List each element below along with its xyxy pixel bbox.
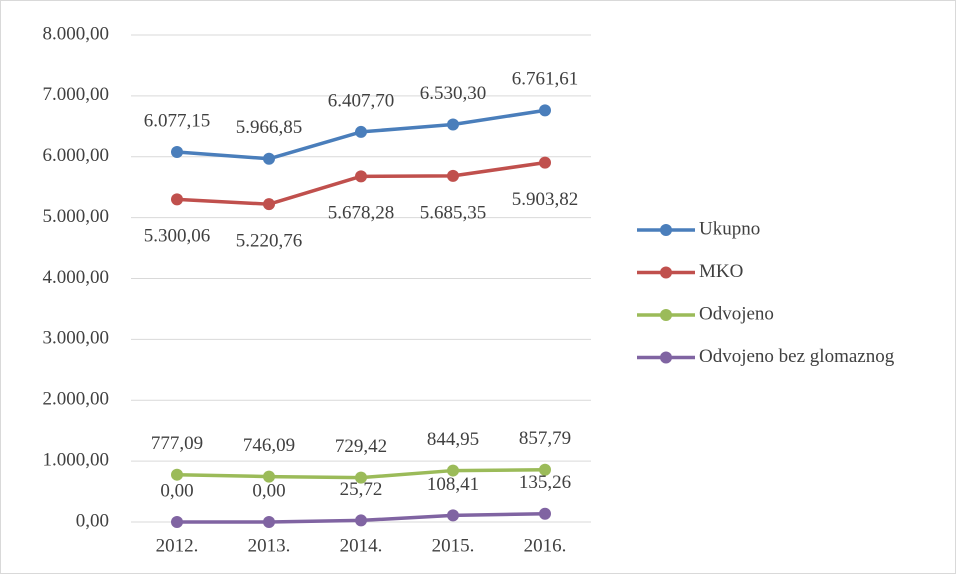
data-label: 5.300,06 (144, 226, 211, 247)
data-label: 857,79 (519, 428, 571, 449)
data-point (539, 104, 551, 117)
data-point (447, 509, 459, 522)
data-point (539, 463, 551, 476)
y-tick-label: 2.000,00 (43, 389, 110, 410)
y-tick-label: 0,00 (76, 510, 109, 531)
x-tick-label: 2016. (524, 535, 567, 556)
data-label: 729,42 (335, 436, 387, 457)
legend-label: Odvojeno bez glomaznog (699, 346, 895, 367)
x-tick-label: 2013. (248, 535, 291, 556)
data-label: 844,95 (427, 429, 479, 450)
legend-label: Ukupno (699, 218, 760, 239)
x-tick-label: 2014. (340, 535, 383, 556)
legend-label: MKO (699, 261, 743, 282)
legend-marker (660, 351, 672, 364)
data-point (171, 146, 183, 159)
data-label: 5.966,85 (236, 117, 303, 138)
data-point (171, 468, 183, 481)
y-tick-label: 8.000,00 (43, 23, 110, 44)
data-label: 5.903,82 (512, 189, 579, 210)
data-label: 0,00 (160, 480, 193, 501)
data-label: 0,00 (252, 480, 285, 501)
data-point (447, 464, 459, 477)
data-point (171, 193, 183, 206)
legend-label: Odvojeno (699, 303, 774, 324)
data-point (539, 507, 551, 520)
data-label: 5.678,28 (328, 203, 395, 224)
data-point (447, 118, 459, 131)
data-label: 135,26 (519, 472, 571, 493)
x-tick-label: 2015. (432, 535, 475, 556)
data-point (263, 198, 275, 211)
data-label: 6.077,15 (144, 110, 211, 131)
data-point (447, 169, 459, 182)
legend-marker (660, 266, 672, 279)
data-point (171, 516, 183, 528)
data-label: 5.220,76 (236, 231, 303, 252)
y-tick-label: 6.000,00 (43, 145, 110, 166)
data-point (355, 514, 367, 527)
data-label: 6.761,61 (512, 69, 579, 90)
data-label: 108,41 (427, 474, 479, 495)
y-tick-label: 4.000,00 (43, 267, 110, 288)
data-point (263, 470, 275, 483)
legend-marker (660, 224, 672, 236)
data-point (539, 156, 551, 169)
y-tick-label: 5.000,00 (43, 206, 110, 227)
y-tick-label: 7.000,00 (43, 84, 110, 105)
x-tick-label: 2012. (156, 535, 199, 556)
data-label: 5.685,35 (420, 202, 487, 223)
data-label: 25,72 (340, 479, 383, 500)
data-point (355, 170, 367, 183)
data-point (263, 516, 275, 528)
data-label: 6.407,70 (328, 90, 395, 111)
data-label: 777,09 (151, 433, 203, 454)
data-point (355, 471, 367, 484)
y-tick-label: 1.000,00 (43, 449, 110, 470)
data-point (263, 152, 275, 165)
data-point (355, 125, 367, 138)
y-tick-label: 3.000,00 (43, 328, 110, 349)
data-label: 6.530,30 (420, 83, 487, 104)
data-label: 746,09 (243, 435, 295, 456)
legend-marker (660, 309, 672, 321)
